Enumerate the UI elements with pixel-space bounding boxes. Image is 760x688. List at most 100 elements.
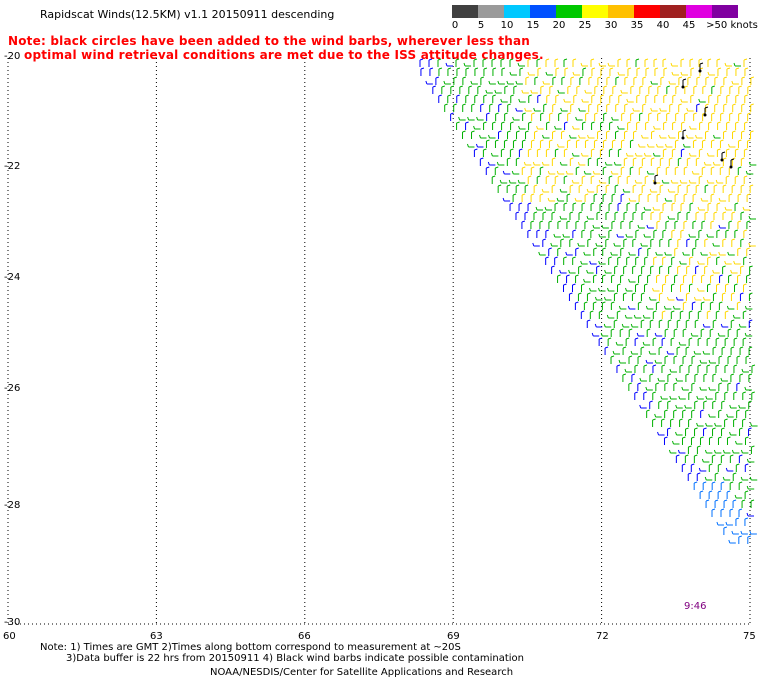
wind-barb: [623, 157, 628, 166]
wind-barb: [677, 211, 682, 220]
wind-barb: [694, 319, 699, 328]
wind-barb: [726, 436, 731, 445]
wind-barb: [615, 130, 619, 139]
wind-barb: [741, 103, 745, 112]
wind-barb: [722, 265, 726, 274]
wind-barb: [739, 373, 744, 382]
wind-barb: [671, 202, 676, 211]
wind-barb: [583, 170, 592, 175]
wind-barb: [611, 274, 615, 283]
wind-barb: [507, 130, 511, 139]
wind-barb: [585, 112, 589, 121]
footer-note-1: Note: 1) Times are GMT 2)Times along bot…: [40, 642, 461, 653]
wind-barb: [641, 134, 649, 139]
wind-barb: [617, 125, 625, 130]
wind-barb: [630, 112, 634, 121]
wind-barb: [717, 67, 722, 76]
wind-barb: [748, 346, 753, 355]
wind-barb: [687, 445, 692, 454]
wind-barb: [637, 355, 642, 364]
wind-barb: [633, 76, 638, 85]
wind-barb: [717, 121, 721, 130]
wind-barb: [649, 400, 653, 409]
wind-barb: [689, 202, 694, 211]
wind-barb: [525, 76, 530, 85]
wind-barb: [718, 224, 726, 229]
wind-barb: [740, 265, 744, 274]
wind-barb: [474, 94, 478, 103]
wind-barb: [688, 418, 692, 427]
wind-barb: [675, 85, 679, 94]
wind-barb: [738, 323, 747, 328]
wind-barb: [675, 296, 684, 301]
wind-barb: [706, 337, 711, 346]
wind-barb: [545, 71, 553, 76]
wind-barb: [695, 265, 699, 274]
wind-barb: [587, 134, 595, 139]
wind-barb: [503, 139, 508, 148]
wind-barb: [614, 211, 619, 220]
wind-barb: [645, 359, 654, 364]
wind-barb: [627, 305, 636, 310]
wind-barb: [682, 409, 686, 418]
wind-barb: [722, 184, 727, 193]
wind-barb: [744, 94, 748, 103]
wind-barb: [551, 184, 556, 193]
wind-barb: [583, 301, 588, 310]
wind-barb: [581, 229, 586, 238]
wind-barb: [530, 166, 535, 175]
wind-barb: [447, 67, 452, 76]
wind-barb: [737, 247, 741, 256]
wind-barb: [622, 292, 627, 301]
wind-barb: [444, 103, 448, 112]
wind-barb: [672, 440, 680, 445]
wind-barb: [565, 251, 573, 256]
wind-barb: [564, 67, 569, 76]
wind-barb: [580, 260, 588, 265]
wind-barb: [598, 233, 606, 238]
wind-barb: [746, 458, 755, 463]
wind-barb: [664, 197, 673, 202]
wind-barb: [575, 247, 579, 256]
wind-barb: [636, 94, 640, 103]
wind-barb: [656, 274, 660, 283]
wind-barb: [743, 175, 748, 184]
wind-barb: [663, 67, 668, 76]
wind-barb: [578, 211, 583, 220]
wind-barb: [664, 328, 669, 337]
wind-barb: [681, 386, 689, 391]
wind-barb: [492, 94, 496, 103]
wind-barb: [725, 175, 730, 184]
wind-barb: [616, 364, 621, 373]
wind-barb: [690, 436, 695, 445]
wind-barb: [745, 170, 754, 175]
wind-barb: [724, 260, 732, 265]
wind-barb: [546, 94, 550, 103]
wind-barb: [617, 202, 622, 211]
wind-barb: [674, 166, 679, 175]
wind-barb: [667, 427, 671, 436]
wind-barb: [495, 112, 499, 121]
legend-swatch: [478, 5, 504, 18]
wind-barb: [608, 256, 612, 265]
swath-time-label: 9:46: [684, 601, 707, 612]
wind-barb: [536, 175, 541, 184]
wind-barb: [710, 166, 715, 175]
wind-barb: [610, 301, 615, 310]
wind-barb: [742, 310, 747, 319]
wind-barb: [539, 220, 544, 229]
wind-barb: [639, 112, 643, 121]
wind-barb: [515, 184, 520, 193]
wind-barb: [735, 517, 740, 526]
wind-barb: [492, 67, 497, 76]
wind-barb: [661, 179, 670, 184]
wind-barb: [726, 121, 730, 130]
wind-barb: [537, 67, 542, 76]
wind-barb: [543, 103, 547, 112]
flagged-wind-barb: [653, 174, 659, 185]
wind-barb: [688, 364, 693, 373]
wind-barb: [692, 193, 697, 202]
wind-barb: [705, 103, 709, 112]
wind-barb: [727, 382, 731, 391]
wind-barb: [552, 130, 556, 139]
